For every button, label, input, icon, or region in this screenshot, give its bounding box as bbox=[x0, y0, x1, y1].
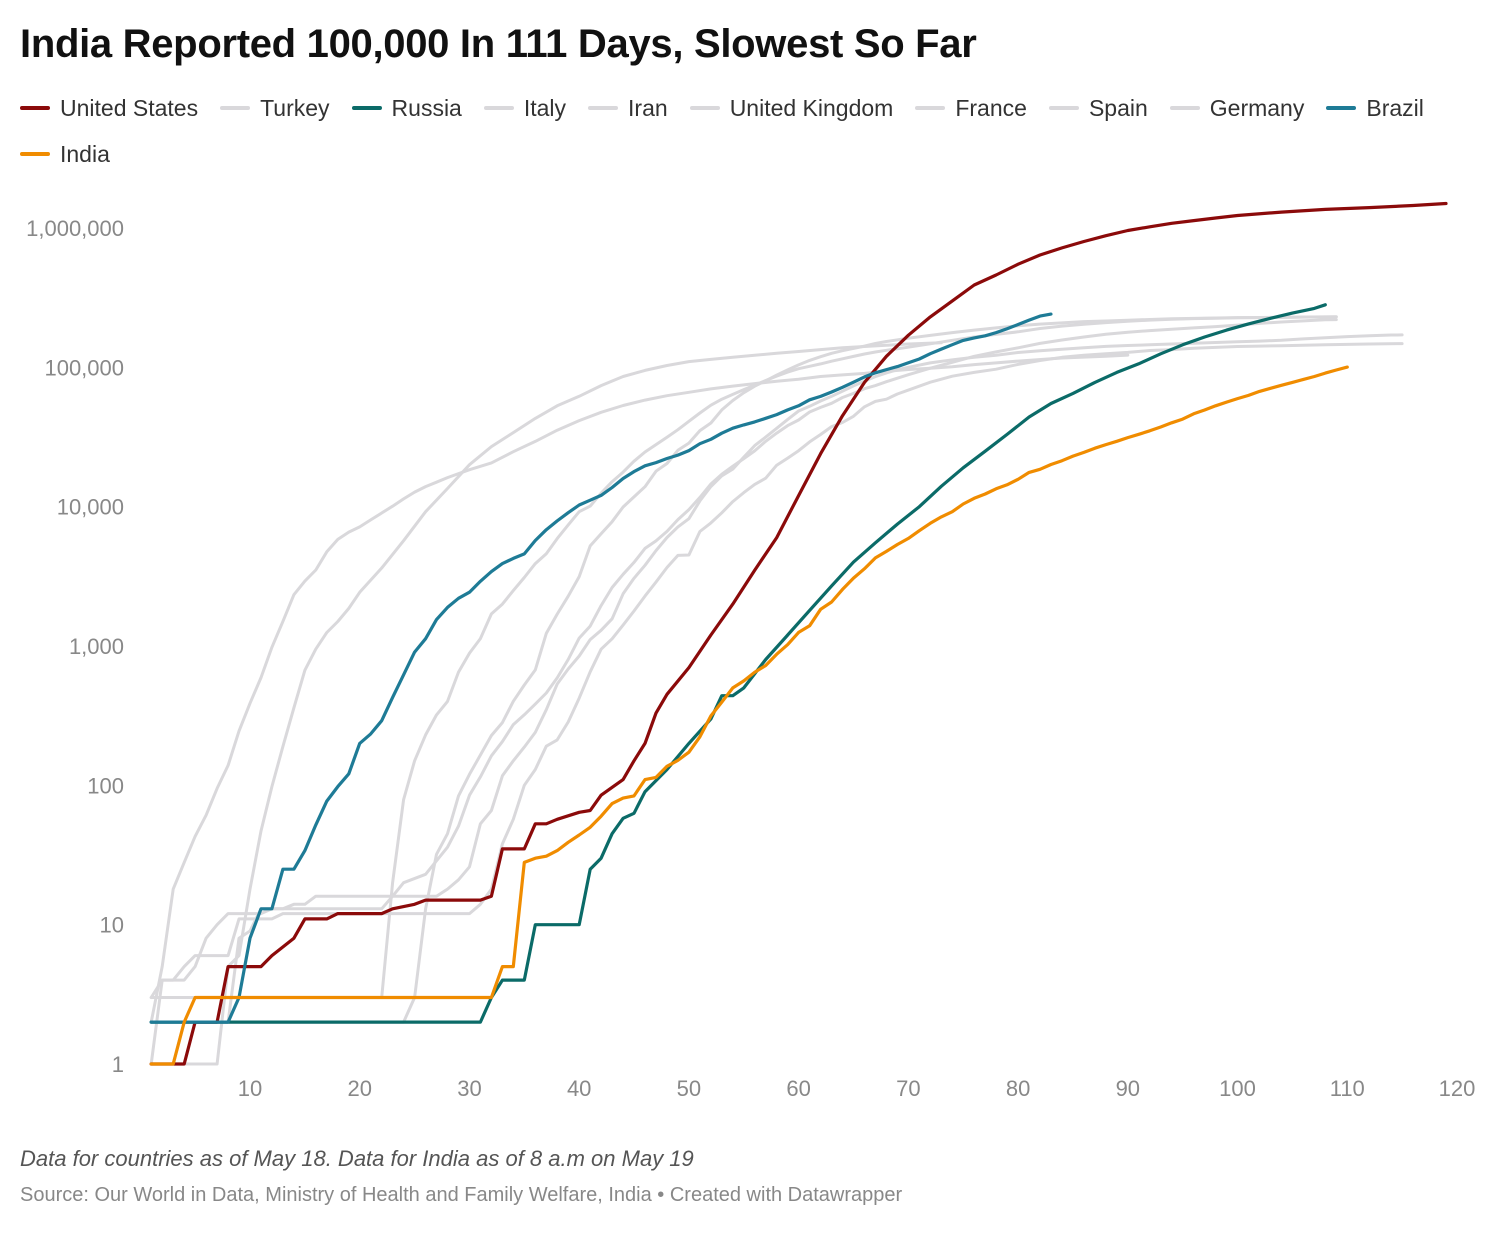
x-tick-label: 20 bbox=[347, 1076, 371, 1101]
legend-label: Germany bbox=[1209, 94, 1305, 121]
legend-swatch bbox=[1048, 106, 1079, 110]
series-line-france bbox=[149, 342, 1404, 999]
legend-swatch bbox=[351, 106, 382, 110]
chart-note: Data for countries as of May 18. Data fo… bbox=[20, 1146, 694, 1171]
series-line-russia bbox=[149, 303, 1327, 1024]
legend-item-germany: Germany bbox=[1169, 92, 1305, 124]
legend-label: Italy bbox=[523, 94, 567, 121]
legend-label: Turkey bbox=[260, 94, 330, 121]
legend-swatch bbox=[1169, 106, 1200, 110]
x-tick-label: 70 bbox=[896, 1076, 920, 1101]
y-tick-label: 1,000,000 bbox=[26, 216, 124, 241]
legend-swatch bbox=[20, 152, 50, 156]
legend-item-india: India bbox=[20, 138, 110, 170]
x-tick-label: 100 bbox=[1219, 1076, 1256, 1101]
legend-label: Iran bbox=[628, 94, 668, 121]
series-line-brazil bbox=[149, 312, 1053, 1024]
legend-label: United Kingdom bbox=[729, 94, 894, 121]
legend-swatch bbox=[483, 106, 514, 110]
series-line-germany bbox=[149, 333, 1404, 1066]
legend-label: France bbox=[955, 94, 1027, 121]
legend-item-spain: Spain bbox=[1048, 92, 1148, 124]
legend-label: Spain bbox=[1088, 94, 1148, 121]
x-tick-label: 60 bbox=[786, 1076, 810, 1101]
series-line-turkey bbox=[149, 341, 943, 1066]
x-tick-label: 90 bbox=[1116, 1076, 1140, 1101]
y-tick-label: 1 bbox=[112, 1052, 124, 1077]
series-line-spain bbox=[149, 315, 1338, 1066]
legend-swatch bbox=[1326, 106, 1357, 110]
y-tick-label: 100 bbox=[87, 773, 124, 798]
series-line-india bbox=[149, 365, 1349, 1066]
y-tick-label: 1,000 bbox=[69, 634, 124, 659]
legend-item-france: France bbox=[915, 92, 1027, 124]
y-tick-label: 10,000 bbox=[57, 495, 124, 520]
chart-title: India Reported 100,000 In 111 Days, Slow… bbox=[20, 22, 977, 66]
chart-legend: United States Turkey Russia Italy Iran United… bbox=[20, 92, 1480, 170]
legend-swatch bbox=[689, 106, 720, 110]
x-tick-label: 110 bbox=[1330, 1076, 1365, 1101]
x-tick-label: 40 bbox=[567, 1076, 591, 1101]
legend-item-russia: Russia bbox=[351, 92, 462, 124]
y-tick-label: 100,000 bbox=[44, 355, 124, 380]
legend-swatch bbox=[588, 106, 619, 110]
legend-item-iran: Iran bbox=[588, 92, 668, 124]
x-tick-label: 120 bbox=[1439, 1076, 1476, 1101]
x-tick-label: 10 bbox=[238, 1076, 262, 1101]
legend-label: Russia bbox=[391, 94, 462, 121]
chart-source: Source: Our World in Data, Ministry of H… bbox=[20, 1184, 903, 1206]
series-line-italy bbox=[149, 315, 1338, 999]
x-tick-label: 30 bbox=[457, 1076, 481, 1101]
legend-swatch bbox=[915, 106, 946, 110]
legend-item-turkey: Turkey bbox=[220, 92, 330, 124]
legend-item-united-states: United States bbox=[20, 92, 198, 124]
legend-swatch bbox=[220, 106, 251, 110]
legend-label: India bbox=[60, 140, 110, 167]
legend-item-brazil: Brazil bbox=[1326, 92, 1424, 124]
y-tick-label: 10 bbox=[100, 913, 124, 938]
legend-item-united-kingdom: United Kingdom bbox=[689, 92, 894, 124]
legend-label: Brazil bbox=[1366, 94, 1424, 121]
legend-swatch bbox=[20, 106, 50, 110]
x-tick-label: 80 bbox=[1006, 1076, 1030, 1101]
series-line-united-states bbox=[149, 201, 1448, 1066]
legend-label: United States bbox=[60, 94, 199, 121]
legend-item-italy: Italy bbox=[483, 92, 567, 124]
x-tick-label: 50 bbox=[677, 1076, 701, 1101]
